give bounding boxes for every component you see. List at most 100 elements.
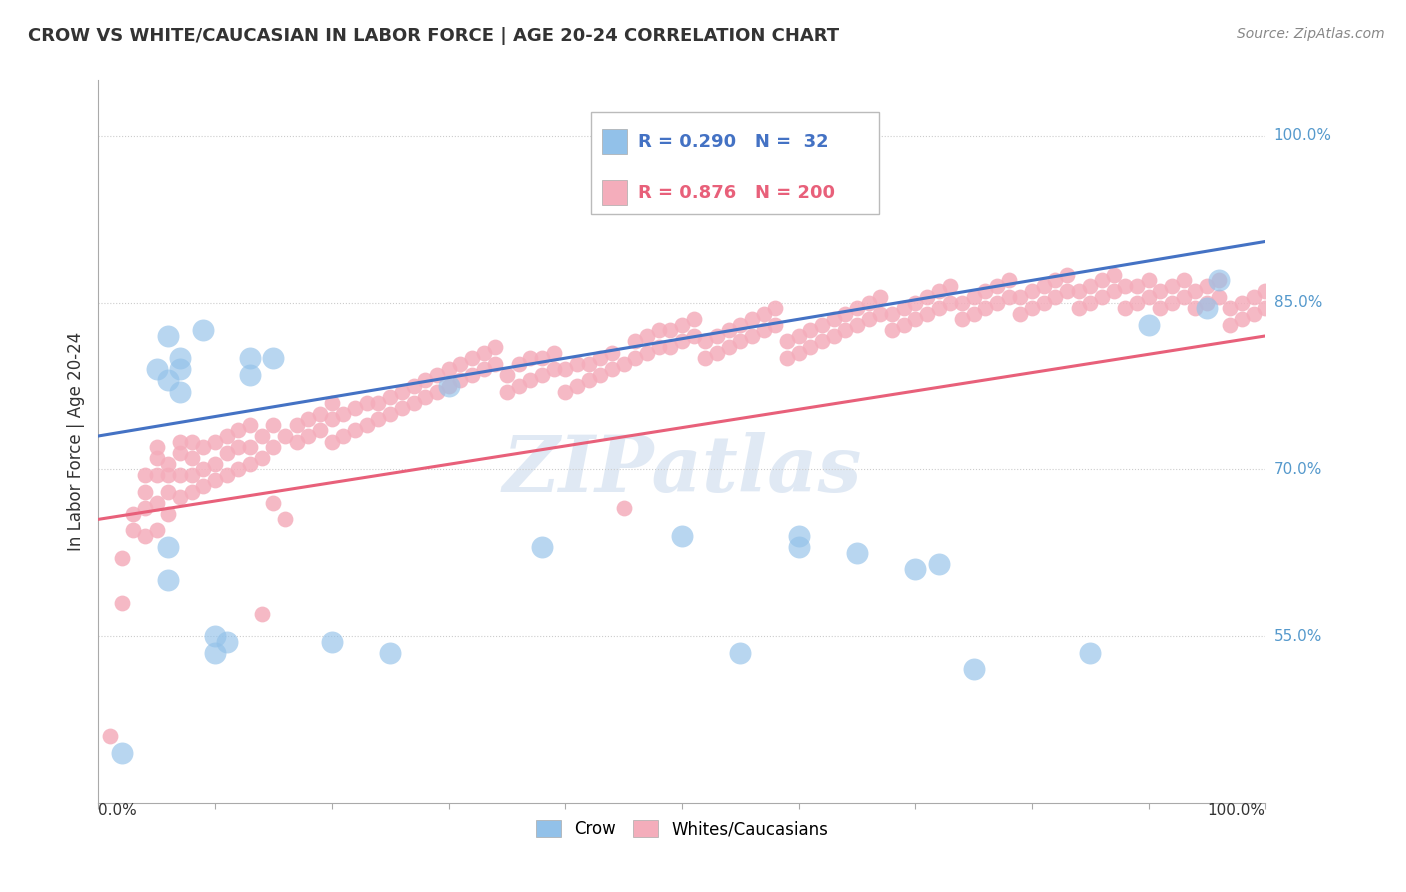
Point: [193, 440, 215, 454]
Point: [413, 373, 436, 387]
Point: [893, 301, 915, 315]
Point: [776, 334, 799, 349]
Point: [939, 279, 962, 293]
Point: [215, 467, 238, 482]
Point: [880, 323, 903, 337]
Point: [380, 646, 402, 660]
Point: [752, 323, 775, 337]
Text: CROW VS WHITE/CAUCASIAN IN LABOR FORCE | AGE 20-24 CORRELATION CHART: CROW VS WHITE/CAUCASIAN IN LABOR FORCE |…: [28, 27, 839, 45]
Point: [472, 345, 495, 359]
Text: 100.0%: 100.0%: [1274, 128, 1331, 144]
Point: [600, 345, 623, 359]
Point: [752, 307, 775, 321]
Point: [402, 379, 425, 393]
Point: [391, 401, 413, 416]
Point: [285, 434, 308, 449]
Point: [869, 307, 891, 321]
Point: [1032, 279, 1054, 293]
Point: [215, 634, 238, 648]
Point: [1056, 285, 1078, 299]
Point: [730, 334, 752, 349]
Point: [146, 467, 169, 482]
Point: [146, 440, 169, 454]
Point: [974, 285, 997, 299]
Point: [356, 417, 378, 432]
Point: [380, 390, 402, 404]
Point: [380, 407, 402, 421]
Point: [787, 329, 810, 343]
Point: [1102, 285, 1125, 299]
Point: [846, 301, 869, 315]
Point: [157, 574, 180, 588]
Point: [1149, 301, 1171, 315]
Point: [1056, 268, 1078, 282]
Point: [799, 323, 821, 337]
Point: [484, 340, 506, 354]
Point: [204, 646, 226, 660]
Point: [169, 362, 191, 376]
Point: [928, 285, 950, 299]
Point: [1219, 301, 1241, 315]
Point: [1173, 290, 1195, 304]
Point: [1137, 318, 1160, 332]
Point: [157, 507, 180, 521]
Point: [1010, 307, 1032, 321]
Point: [647, 340, 669, 354]
Point: [1126, 279, 1149, 293]
Point: [858, 295, 880, 310]
Point: [1137, 290, 1160, 304]
Point: [1230, 312, 1253, 326]
Point: [589, 351, 612, 366]
Point: [122, 524, 145, 538]
Point: [763, 318, 786, 332]
Point: [250, 429, 273, 443]
Point: [274, 512, 297, 526]
Point: [134, 467, 156, 482]
Point: [402, 395, 425, 409]
Point: [262, 440, 284, 454]
Point: [893, 318, 915, 332]
Point: [543, 345, 565, 359]
Point: [1080, 646, 1102, 660]
Point: [565, 379, 588, 393]
Point: [682, 329, 704, 343]
Point: [928, 557, 950, 571]
Point: [1184, 301, 1206, 315]
Point: [262, 351, 284, 366]
Point: [1137, 273, 1160, 287]
Point: [834, 323, 856, 337]
Point: [823, 329, 845, 343]
Point: [811, 334, 834, 349]
Point: [134, 501, 156, 516]
Point: [157, 467, 180, 482]
Point: [578, 357, 600, 371]
Text: 100.0%: 100.0%: [1208, 803, 1265, 818]
Point: [367, 412, 389, 426]
Point: [519, 373, 541, 387]
Point: [962, 307, 984, 321]
Point: [1080, 279, 1102, 293]
Point: [519, 351, 541, 366]
Point: [659, 323, 682, 337]
Point: [763, 301, 786, 315]
Point: [437, 362, 460, 376]
Point: [1091, 290, 1114, 304]
Point: [1021, 301, 1043, 315]
Point: [157, 329, 180, 343]
Point: [239, 368, 262, 382]
Point: [939, 295, 962, 310]
Point: [986, 295, 1008, 310]
Text: 85.0%: 85.0%: [1274, 295, 1322, 310]
Point: [274, 429, 297, 443]
Point: [496, 368, 519, 382]
Point: [321, 434, 343, 449]
Point: [950, 295, 973, 310]
Point: [997, 290, 1019, 304]
Point: [496, 384, 519, 399]
Point: [508, 357, 530, 371]
Point: [636, 329, 658, 343]
Point: [1080, 295, 1102, 310]
Point: [869, 290, 891, 304]
Point: [880, 307, 903, 321]
Point: [915, 290, 938, 304]
